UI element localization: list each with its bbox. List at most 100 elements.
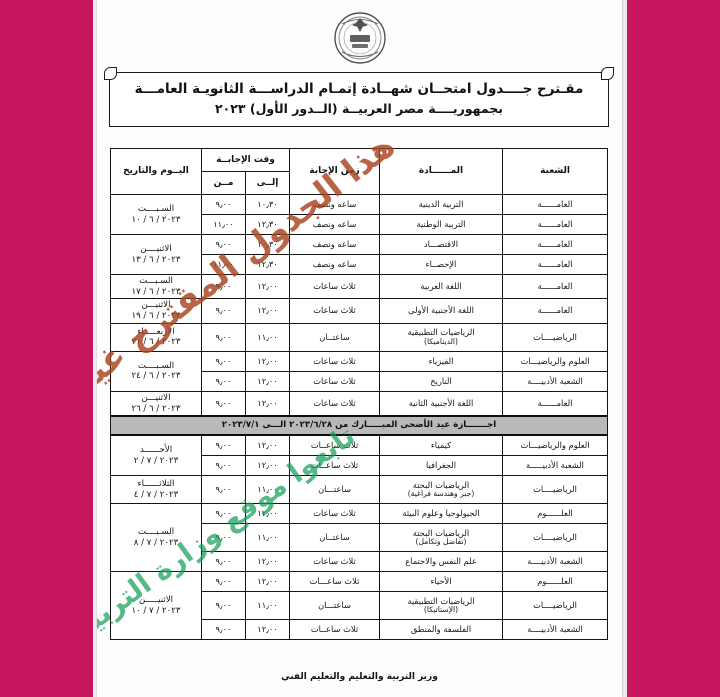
cell-duration: ثلاث ساعات bbox=[289, 390, 380, 417]
cell-duration: ثلاث ساعــات bbox=[289, 455, 380, 477]
table-row: العامــــــة اللغة العربية ثلاث ساعات ١٢٫٠٠… bbox=[109, 273, 608, 300]
cell-time-from: ٩٫٠٠ bbox=[200, 503, 247, 525]
day-date: ٢٠٢٣ / ٧ / ٨ bbox=[133, 537, 179, 548]
cell-time-to: ١٠٫٣٠ bbox=[245, 194, 290, 215]
document-title-box: مقـترح جــــدول امتحــان شهــادة إتمـام … bbox=[104, 66, 614, 128]
cell-duration: ثلاث ساعات bbox=[289, 551, 380, 573]
day-date: ٢٠٢٣ / ٦ / ٢٦ bbox=[131, 403, 181, 414]
cell-duration: ساعه ونصف bbox=[289, 214, 380, 235]
day-name: الأحــــــد bbox=[139, 445, 173, 456]
day-name: السـبــــت bbox=[137, 527, 175, 538]
cell-duration: ساعتـــان bbox=[289, 591, 380, 621]
cell-day-date: الأحــــــد ٢٠٢٣ / ٧ / ٢ bbox=[109, 434, 202, 477]
title-line-1: مقـترح جــــدول امتحــان شهــادة إتمـام … bbox=[134, 81, 584, 97]
day-name: الثلاثــــــاء bbox=[137, 479, 175, 490]
cell-section: الشعبة الأدبيــــة bbox=[502, 370, 608, 392]
table-row: الرياضيــــات الرياضيات البحتة (جبر وهندسة… bbox=[109, 475, 608, 505]
header-row-1: الشعبة المــــــادة زمن الإجابة وقت الإج… bbox=[109, 148, 608, 195]
cell-section: العلوم والرياضيـــات bbox=[502, 350, 608, 372]
day-name: الاثنيـــــن bbox=[138, 595, 173, 606]
cell-section: العلوم والرياضيـــات bbox=[502, 434, 608, 457]
cell-day-date: الثلاثــــــاء ٢٠٢٣ / ٧ / ٤ bbox=[109, 475, 202, 505]
cell-subject: الرياضيات التطبيقية (الإستاتيكا) bbox=[379, 591, 503, 621]
cell-time-from: ٩٫٠٠ bbox=[200, 523, 247, 553]
day-date: ٢٠٢٣ / ٦ / ١٧ bbox=[131, 286, 181, 297]
cell-section: العامــــــة bbox=[502, 273, 608, 300]
cell-time-from: ٩٫٠٠ bbox=[200, 455, 247, 477]
cell-section: العلــــــوم bbox=[502, 503, 608, 525]
day-name: الأربعـــــاء bbox=[137, 326, 175, 337]
cell-day-date: الاثنيـــــن ٢٠٢٣ / ٧ / ١٠ bbox=[109, 571, 202, 641]
cell-time-to: ١٢٫٠٠ bbox=[245, 370, 290, 392]
cell-subject: الفيزياء bbox=[379, 350, 503, 372]
cell-time-from: ٩٫٠٠ bbox=[200, 322, 247, 352]
document-paper: مقـترح جــــدول امتحــان شهــادة إتمـام … bbox=[97, 0, 622, 697]
cell-section: العلــــــوم bbox=[502, 571, 608, 593]
header-to: إلــى bbox=[245, 171, 290, 195]
cell-time-from: ٩٫٠٠ bbox=[200, 475, 247, 505]
document-footer: وزير التربية والتعليم والتعليم الفني bbox=[281, 672, 438, 682]
exam-schedule-table-wrap: الشعبة المــــــادة زمن الإجابة وقت الإج… bbox=[109, 148, 609, 641]
header-from: مــن bbox=[200, 171, 247, 195]
table-head: الشعبة المــــــادة زمن الإجابة وقت الإج… bbox=[109, 148, 608, 195]
cell-time-from: ٩٫٠٠ bbox=[200, 591, 247, 621]
cell-subject: اللغة الأجنبية الثانية bbox=[379, 390, 503, 417]
cell-subject: الجيولوجيا وعلوم البيئة bbox=[379, 503, 503, 525]
cell-subject: التربية الوطنية bbox=[379, 214, 503, 235]
cell-duration: ساعه ونصف bbox=[289, 194, 380, 215]
cell-duration: ثلاث ساعــات bbox=[289, 619, 380, 641]
day-name: السـبــــت bbox=[137, 203, 175, 214]
cell-section: العامــــــة bbox=[502, 234, 608, 255]
cell-subject: الرياضيات البحتة (جبر وهندسة فراغية) bbox=[379, 475, 503, 505]
cell-time-to: ١٢٫٠٠ bbox=[245, 298, 290, 324]
cell-duration: ساعه ونصف bbox=[289, 254, 380, 275]
table-row: الشعبة الأدبيــــة التاريخ ثلاث ساعات ١٢٫٠٠… bbox=[110, 370, 608, 392]
cell-day-date: السـبــــت ٢٠٢٣ / ٧ / ٨ bbox=[109, 503, 202, 573]
table-row: العلــــــوم الأحياء ثلاث ساعـــات ١٢٫٠٠ ٩٫٠… bbox=[109, 571, 608, 641]
cell-time-to: ١٢٫٠٠ bbox=[245, 551, 290, 573]
header-answer-time: وقت الإجابــة bbox=[200, 148, 291, 172]
cell-section: العامــــــة bbox=[502, 254, 608, 275]
cell-time-to: ١٢٫٣٠ bbox=[245, 214, 290, 235]
cell-day-date: السـبـــت ٢٠٢٣ / ٦ / ١٧ bbox=[109, 273, 202, 300]
paper-right-edge bbox=[622, 0, 627, 697]
cell-time-to: ١٢٫٠٠ bbox=[245, 619, 290, 641]
cell-section: الرياضيــــات bbox=[502, 322, 608, 352]
cell-day-date: الاثنيـــن ٢٠٢٣ / ٦ / ٢٦ bbox=[109, 390, 202, 417]
cell-day-date: الأربعـــــاء ٢٠٢٣ / ٦ / ٢١ bbox=[109, 322, 202, 352]
day-date: ٢٠٢٣ / ٧ / ٢ bbox=[133, 455, 179, 466]
day-date: ٢٠٢٣ / ٧ / ١٠ bbox=[131, 605, 181, 616]
table-row: الشعبة الأدبيــــة الفلسفة والمنطق ثلاث سا… bbox=[110, 619, 608, 641]
cell-subject: الإحصــاء bbox=[379, 254, 503, 275]
cell-section: الشعبة الأدبيــــة bbox=[502, 619, 608, 641]
day-date: ٢٠٢٣ / ٦ / ١٣ bbox=[131, 254, 181, 265]
cell-subject: الرياضيات البحتة (تفاضل وتكامل) bbox=[379, 523, 503, 553]
cell-time-to: ١٢٫٠٠ bbox=[245, 503, 290, 525]
cell-duration: ثلاث ساعــات bbox=[289, 434, 380, 457]
cell-subject-detail: (الديناميكا) bbox=[424, 336, 458, 346]
cell-duration: ثلاث ساعـــات bbox=[289, 571, 380, 593]
cell-time-from: ٩٫٠٠ bbox=[200, 234, 247, 255]
paper-left-edge bbox=[93, 0, 97, 697]
cell-time-from: ٩٫٠٠ bbox=[200, 298, 247, 324]
cell-section: العامــــــة bbox=[502, 194, 608, 215]
cell-time-to: ١١٫٠٠ bbox=[245, 475, 290, 505]
cell-subject: التاريخ bbox=[379, 370, 503, 392]
cell-time-from: ٩٫٠٠ bbox=[200, 350, 247, 372]
cell-duration: ثلاث ساعات bbox=[289, 350, 380, 372]
cell-time-to: ١١٫٠٠ bbox=[245, 322, 290, 352]
cell-time-from: ٩٫٠٠ bbox=[200, 194, 247, 215]
header-day-date: اليــوم والتاريخ bbox=[109, 148, 202, 195]
table-row: الشعبة الأدبيــــة علم النفس والاجتماع ثلا… bbox=[110, 551, 608, 573]
header-subject: المــــــادة bbox=[379, 148, 503, 195]
cell-time-to: ١٢٫٠٠ bbox=[245, 434, 290, 457]
cell-section: الشعبة الأدبيــــة bbox=[502, 551, 608, 573]
cell-duration: ثلاث ساعات bbox=[289, 503, 380, 525]
holiday-separator-row: اجـــــــازة عيد الأضحى المبـــــارك من … bbox=[109, 415, 609, 437]
table-row: العامــــــة اللغة الأجنبية الأولى ثلاث سا… bbox=[109, 298, 608, 324]
day-date: ٢٠٢٣ / ٦ / ١٩ bbox=[131, 311, 181, 322]
cell-time-to: ١٢٫٠٠ bbox=[245, 571, 290, 593]
day-name: السـبــــت bbox=[137, 360, 175, 371]
cell-section: الرياضيــــات bbox=[502, 591, 608, 621]
